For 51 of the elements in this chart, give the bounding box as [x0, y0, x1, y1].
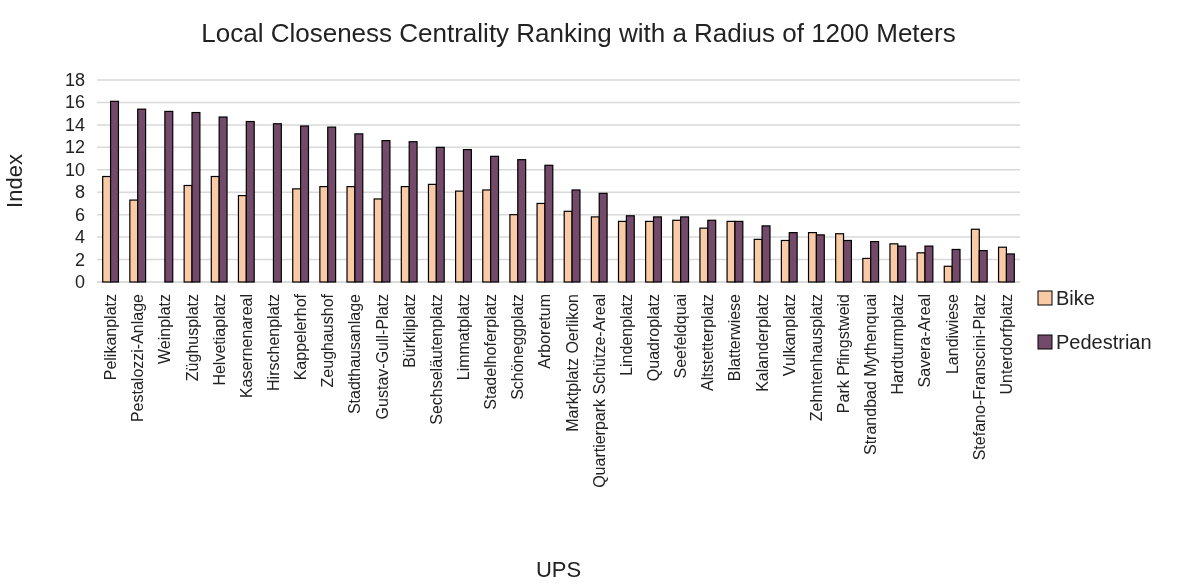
x-tick-label: Pelikanplatz: [102, 294, 120, 381]
y-tick-label: 12: [64, 137, 85, 158]
x-tick-label: Zeughaushof: [319, 293, 337, 388]
x-tick-label: Landiwiese: [943, 293, 961, 375]
x-tick-label: Strandbad Mythenquai: [862, 294, 880, 455]
chart-title: Local Closeness Centrality Ranking with a Radius of 1200 Meters: [201, 18, 956, 48]
x-tick-label: Quartierpark Schütze-Areal: [590, 294, 608, 488]
x-tick-label: Seefeldquai: [672, 294, 690, 379]
x-tick-label: Marktplatz Oerlikon: [563, 294, 581, 432]
x-tick-label: Kalanderplatz: [753, 294, 771, 392]
x-tick-label: Unterdorfplatz: [997, 294, 1015, 395]
y-axis-title: Index: [2, 154, 27, 208]
x-axis-title: UPS: [535, 557, 582, 582]
y-tick-label: 8: [74, 182, 85, 203]
y-tick-label: 14: [64, 114, 85, 135]
x-tick-label: Züghusplatz: [183, 294, 201, 382]
x-tick-label: Vulkanplatz: [780, 294, 798, 377]
legend-label: Bike: [1056, 287, 1095, 309]
legend-label: Pedestrian: [1056, 331, 1152, 353]
x-tick-label: Stefano-Franscini-Platz: [970, 294, 988, 461]
y-tick-label: 0: [74, 272, 85, 292]
x-tick-label: Gustav-Gull-Platz: [373, 294, 391, 420]
x-tick-label: Schöneggplatz: [509, 294, 527, 400]
x-tick-label: Savera-Areal: [916, 294, 934, 388]
bar: [164, 110, 174, 283]
x-tick-label: Kappelerhof: [292, 293, 310, 381]
x-tick-label: Bürkliplatz: [400, 294, 418, 368]
x-tick-label: Lindenplatz: [617, 294, 635, 376]
x-tick-label: Altstetterplatz: [699, 294, 717, 391]
y-tick-label: 10: [64, 159, 85, 180]
x-tick-label: Pestalozzi-Anlage: [129, 293, 147, 423]
x-tick-label: Zehntenhausplatz: [807, 294, 825, 422]
x-tick-label: Stadelhoferplatz: [482, 294, 500, 410]
x-tick-label: Hardturmplatz: [889, 294, 907, 395]
x-tick-label: Kasernenareal: [237, 294, 255, 399]
x-tick-label: Park Pfingstweid: [835, 294, 853, 414]
x-tick-label: Hirschenplatz: [264, 294, 282, 391]
y-tick-label: 2: [74, 249, 85, 270]
x-tick-label: Weinplatz: [156, 294, 174, 364]
x-tick-label: Helvetiaplatz: [210, 294, 228, 386]
x-tick-label: Stadthausanlage: [346, 293, 364, 415]
x-tick-label: Arboretum: [536, 294, 554, 369]
y-tick-label: 4: [74, 227, 85, 248]
x-tick-label: Sechseläutenplatz: [427, 294, 445, 425]
x-tick-label: Limmatplatz: [454, 294, 472, 381]
y-tick-label: 16: [64, 92, 85, 113]
y-tick-label: 18: [64, 70, 85, 90]
x-tick-label: Blatterwiese: [726, 293, 744, 382]
x-tick-label: Quadroplatz: [645, 294, 663, 382]
bar: [272, 123, 282, 283]
y-tick-label: 6: [74, 204, 85, 225]
